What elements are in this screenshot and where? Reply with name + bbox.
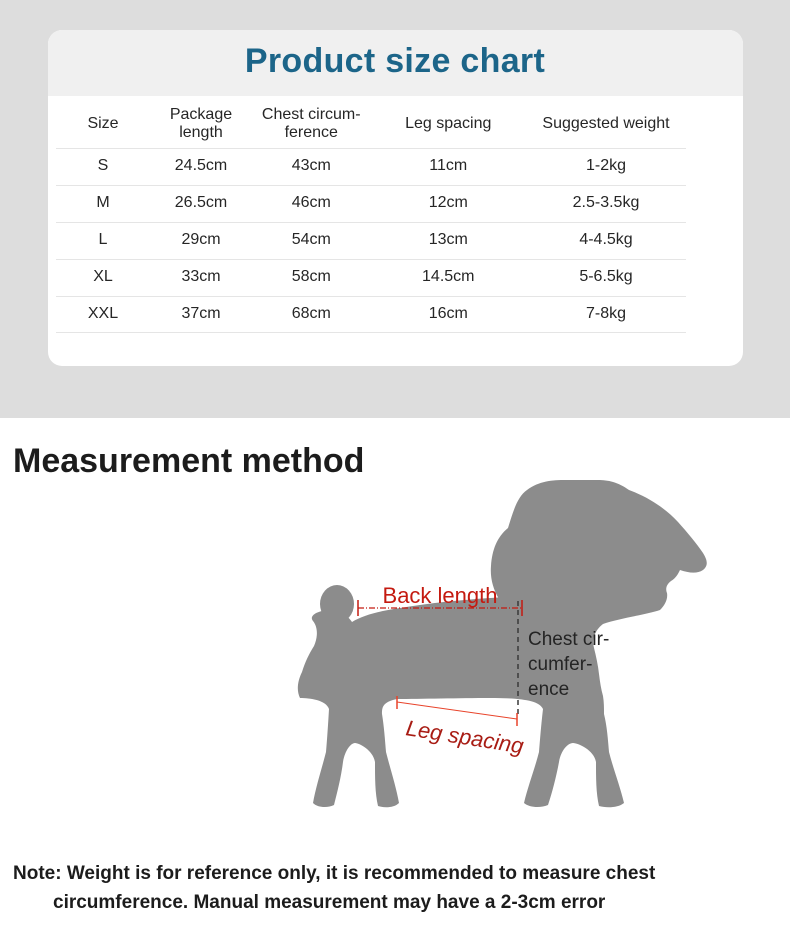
svg-text:Back length: Back length [383, 583, 498, 608]
svg-text:Leg spacing: Leg spacing [404, 715, 526, 758]
svg-text:cumfer-: cumfer- [528, 654, 592, 675]
svg-text:Chest cir-: Chest cir- [528, 629, 609, 650]
svg-text:ence: ence [528, 679, 569, 700]
